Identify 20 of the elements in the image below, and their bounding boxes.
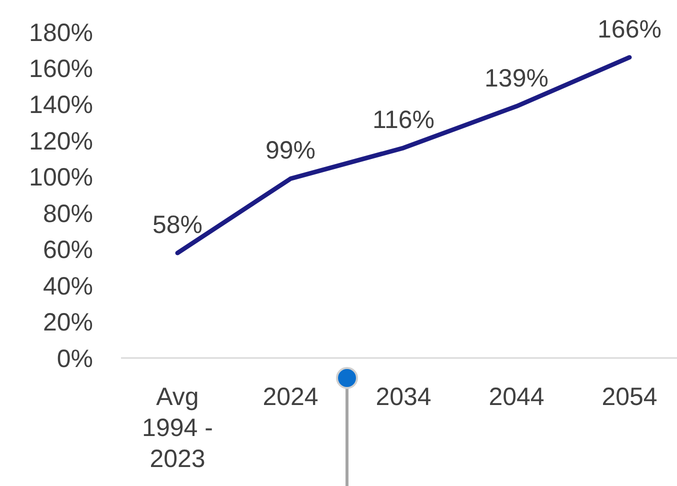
x-tick-label: 2054 [602,383,658,411]
data-label: 58% [152,210,203,239]
y-tick-label: 160% [29,54,93,83]
data-label: 99% [265,136,316,165]
y-tick-label: 100% [29,164,93,192]
y-tick-label: 120% [29,127,93,156]
y-tick-label: 20% [42,308,93,337]
x-tick-label: 2034 [376,383,432,411]
y-tick-label: 0% [56,344,93,373]
data-label: 139% [484,64,548,92]
y-tick-label: 80% [42,200,93,228]
y-tick-label: 140% [29,91,93,120]
data-label: 116% [372,106,435,134]
x-tick-label: Avg 1994 - 2023 [142,383,213,473]
y-tick-label: 60% [42,236,93,264]
y-tick-label: 180% [29,18,93,47]
data-label: 166% [598,15,662,44]
x-tick-label: 2044 [488,383,544,411]
y-tick-label: 40% [42,272,93,300]
x-tick-label: 2024 [262,383,318,411]
